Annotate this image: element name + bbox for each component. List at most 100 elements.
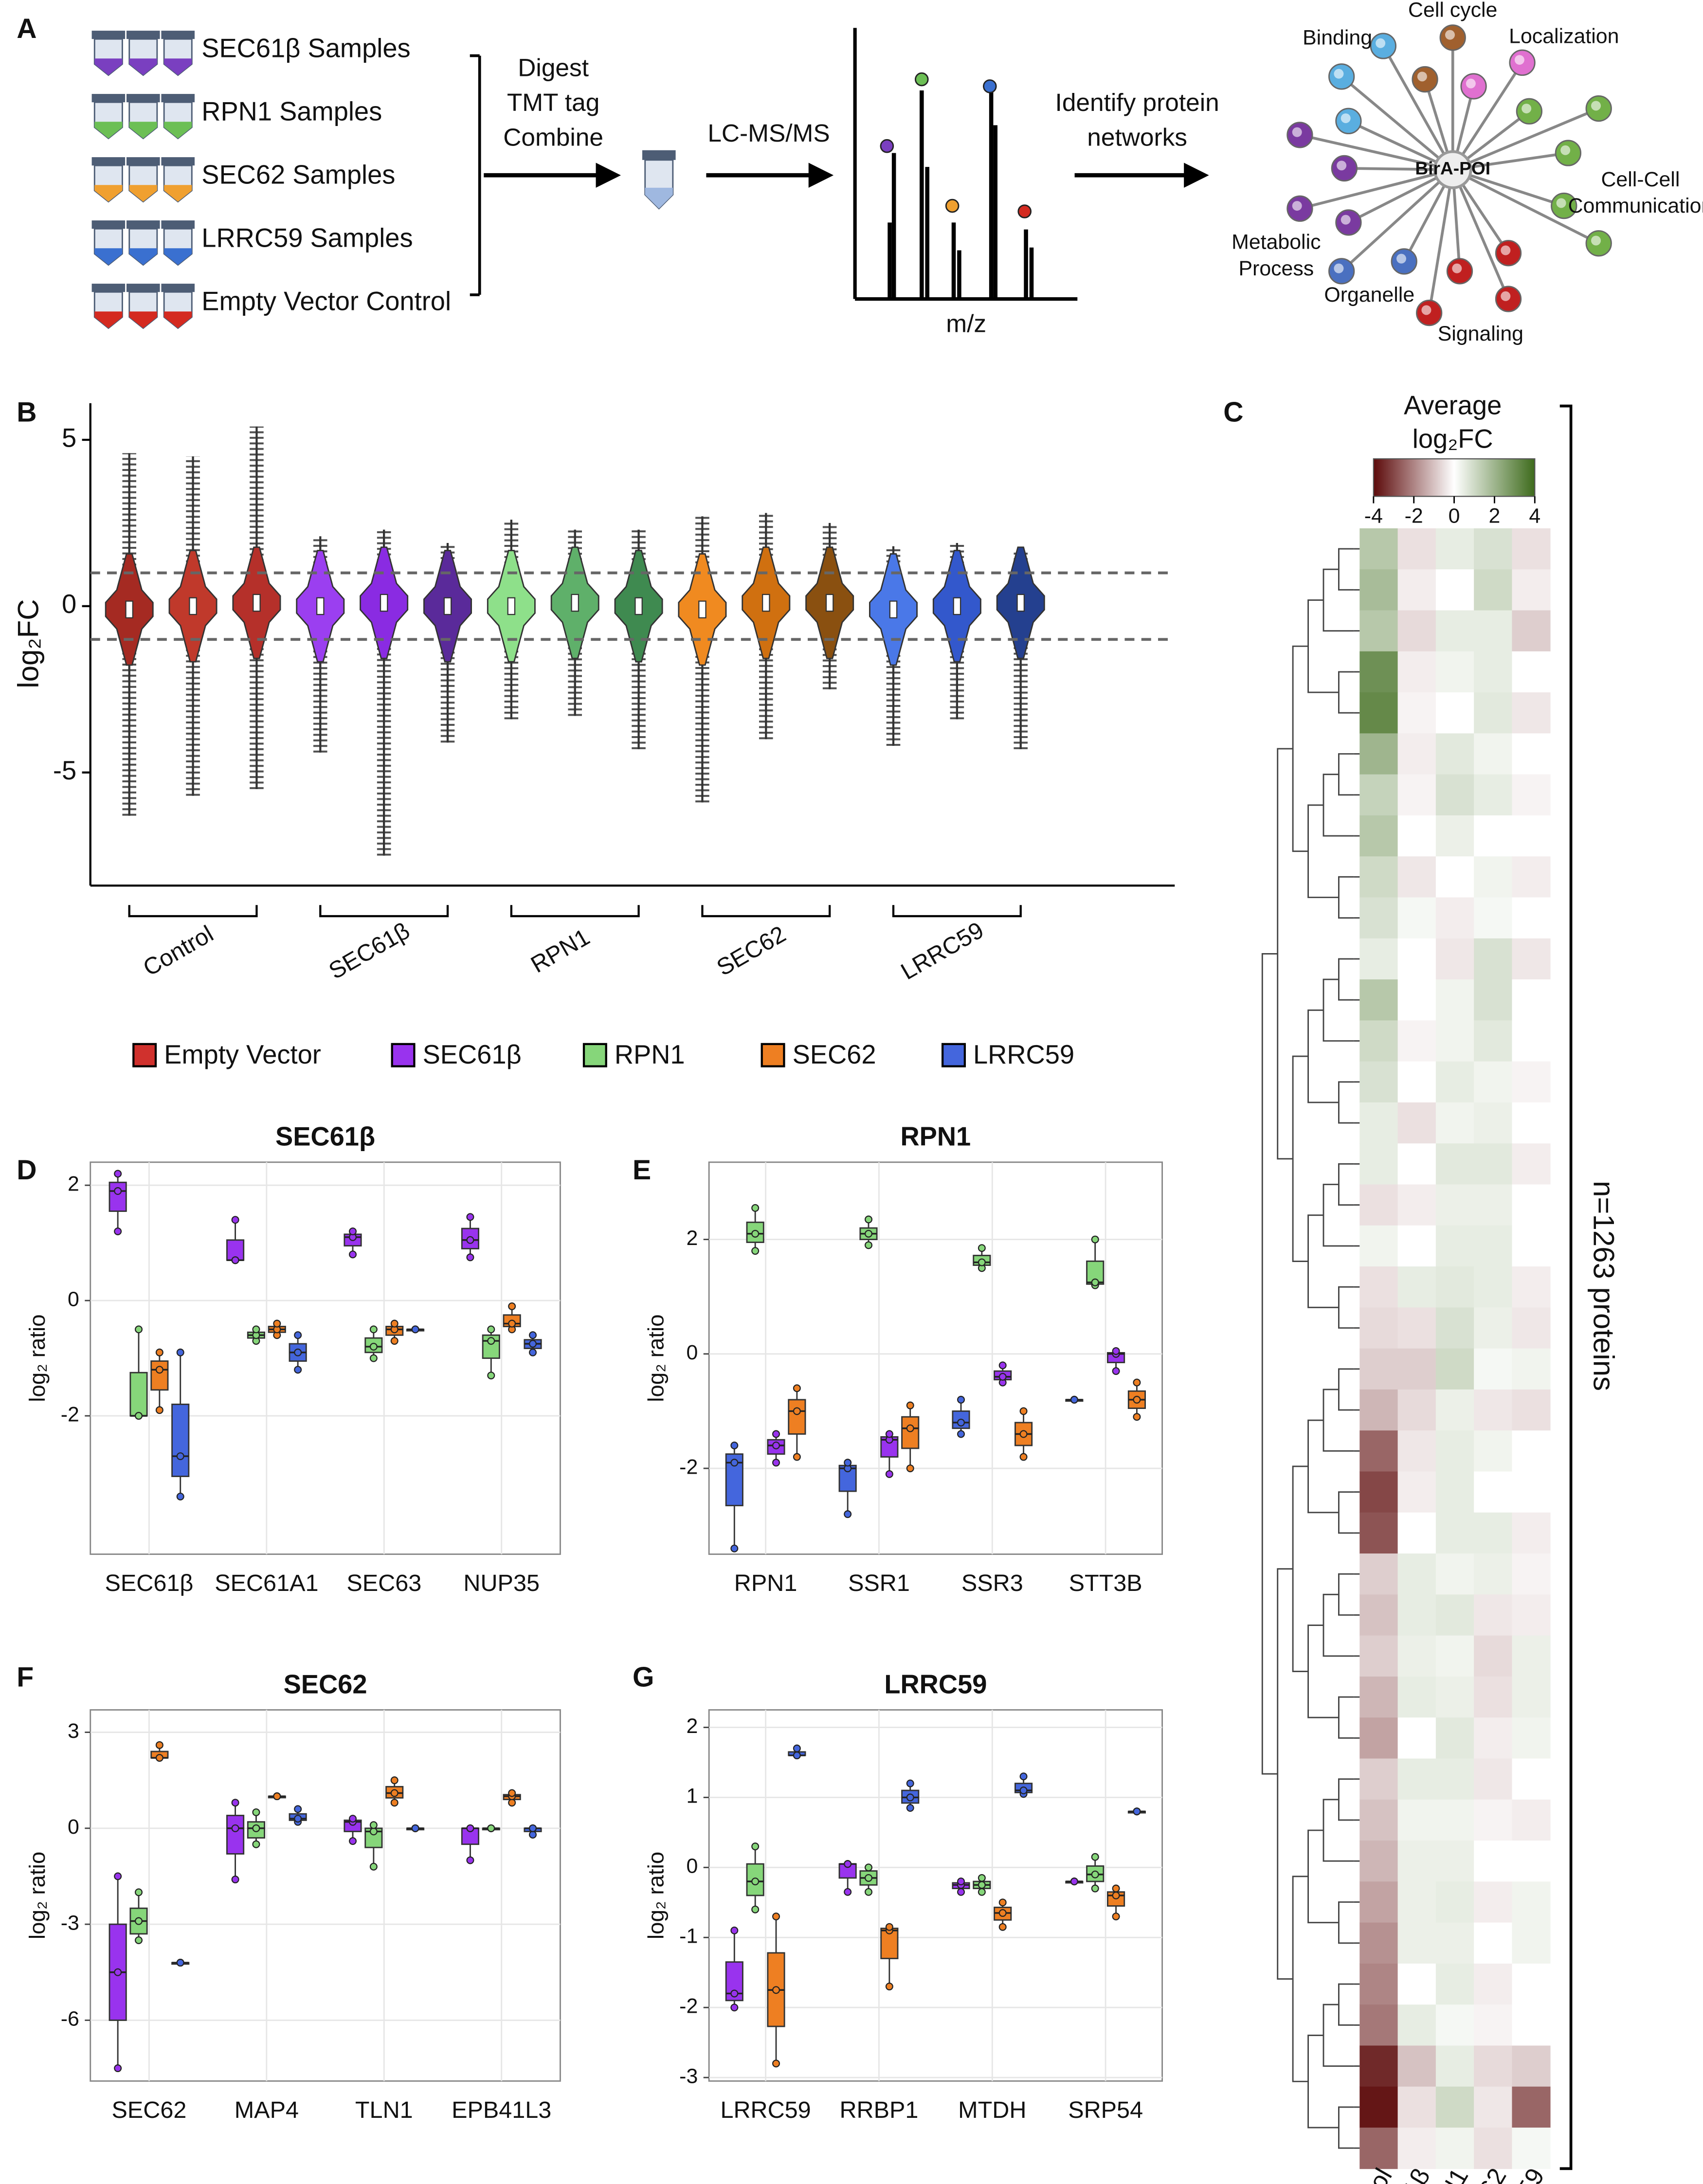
heatmap-cell — [1435, 1635, 1474, 1677]
network-text: networks — [1087, 123, 1187, 151]
tube-tip — [164, 122, 192, 139]
violin-median — [189, 597, 197, 615]
heatmap-cell — [1512, 1841, 1551, 1882]
data-point — [508, 1799, 516, 1807]
data-point — [134, 1917, 143, 1925]
tube-cap — [127, 284, 160, 292]
data-point — [864, 1241, 872, 1249]
heatmap-cell — [1474, 1184, 1513, 1226]
sample-label: SEC62 Samples — [201, 160, 395, 189]
heatmap-cell — [1474, 2128, 1513, 2169]
heatmap-cell — [1474, 1963, 1513, 2005]
heatmap-cell — [1512, 1717, 1551, 1759]
data-point — [730, 1544, 739, 1552]
colorbar — [1373, 458, 1536, 497]
data-point — [529, 1340, 537, 1348]
colorbar-tick-label: -2 — [1405, 504, 1423, 527]
data-point — [1019, 1407, 1028, 1415]
dendrogram — [1307, 599, 1339, 693]
category-label: Signaling — [1438, 322, 1523, 345]
data-point — [466, 1236, 474, 1244]
heatmap-cell — [1397, 938, 1436, 980]
x-tick-label: SEC61A1 — [215, 1570, 318, 1596]
colorbar-tick-label: 0 — [1449, 504, 1460, 527]
y-tick-label: 2 — [686, 1715, 698, 1738]
node-highlight — [1445, 30, 1455, 40]
tube-cap — [161, 94, 195, 103]
data-point — [864, 1215, 872, 1224]
heatmap-cell — [1512, 2128, 1551, 2169]
data-point — [369, 1827, 378, 1836]
dendrogram — [1277, 1568, 1293, 1980]
data-point — [252, 1325, 260, 1334]
heatmap-cell — [1474, 733, 1513, 775]
node-highlight — [1591, 101, 1601, 111]
heatmap-cell — [1397, 1717, 1436, 1759]
network-center — [1433, 150, 1472, 189]
heatmap-cell — [1397, 2004, 1436, 2046]
data-point — [231, 1216, 239, 1224]
heatmap-cell — [1435, 1758, 1474, 1800]
tube-cap — [91, 157, 126, 166]
heatmap-cell — [1435, 1594, 1474, 1636]
data-point — [529, 1830, 537, 1839]
data-point — [978, 1881, 986, 1889]
violin-median — [380, 594, 388, 612]
data-point — [294, 1331, 302, 1339]
data-point — [1112, 1347, 1120, 1355]
heatmap-cell — [1474, 938, 1513, 980]
dendrogram — [1338, 958, 1354, 1001]
heatmap-cell — [1512, 1307, 1551, 1349]
heatmap-cell — [1512, 1594, 1551, 1636]
node-highlight — [1417, 72, 1427, 82]
y-tick-label: 0 — [62, 589, 76, 619]
node-highlight — [1466, 78, 1476, 89]
colorbar-title: log₂FC — [1413, 424, 1493, 453]
x-tick-label: SRP54 — [1068, 2097, 1143, 2123]
node-highlight — [1501, 245, 1511, 255]
network-edge — [1451, 62, 1523, 171]
data-point — [134, 1325, 143, 1334]
data-point — [155, 1741, 163, 1749]
x-tick-label: LRRC59 — [897, 917, 988, 985]
network-edge — [1452, 107, 1599, 171]
data-point — [349, 1250, 357, 1259]
network-edge — [1428, 169, 1454, 313]
dendrogram — [1338, 671, 1354, 714]
data-point — [466, 1253, 474, 1262]
data-point — [730, 1926, 739, 1934]
heatmap-cell — [1359, 2128, 1398, 2169]
heatmap-cell — [1474, 1471, 1513, 1513]
data-point — [155, 1754, 163, 1762]
y-tick-label: 2 — [68, 1172, 79, 1195]
heatmap-cell — [1474, 1841, 1513, 1882]
bracket — [1559, 404, 1573, 2170]
data-point — [957, 1888, 965, 1896]
data-point — [1133, 1378, 1141, 1387]
heatmap-cell — [1397, 733, 1436, 775]
heatmap-cell — [1435, 938, 1474, 980]
data-point — [231, 1824, 239, 1832]
data-point — [231, 1256, 239, 1264]
heatmap-cell — [1512, 2004, 1551, 2046]
heatmap-cell — [1359, 1471, 1398, 1513]
heatmap-cell — [1474, 528, 1513, 570]
tube-cap — [127, 31, 160, 39]
heatmap-cell — [1512, 610, 1551, 652]
heatmap-cell — [1359, 815, 1398, 857]
tube-cap — [91, 94, 126, 103]
tube-cap — [161, 31, 195, 39]
data-point — [844, 1510, 852, 1518]
heatmap-cell — [1512, 1143, 1551, 1185]
heatmap-cell — [1474, 1307, 1513, 1349]
dendrogram — [1338, 1983, 1354, 2026]
data-point — [390, 1776, 399, 1785]
dendrogram — [1338, 1368, 1354, 1411]
box — [901, 1416, 920, 1449]
panel-label: G — [633, 1662, 654, 1693]
data-point — [793, 1751, 801, 1760]
plot-background — [708, 1161, 1163, 1555]
network-edge — [1452, 168, 1565, 207]
heatmap-cell — [1512, 856, 1551, 898]
heatmap-cell — [1474, 1635, 1513, 1677]
